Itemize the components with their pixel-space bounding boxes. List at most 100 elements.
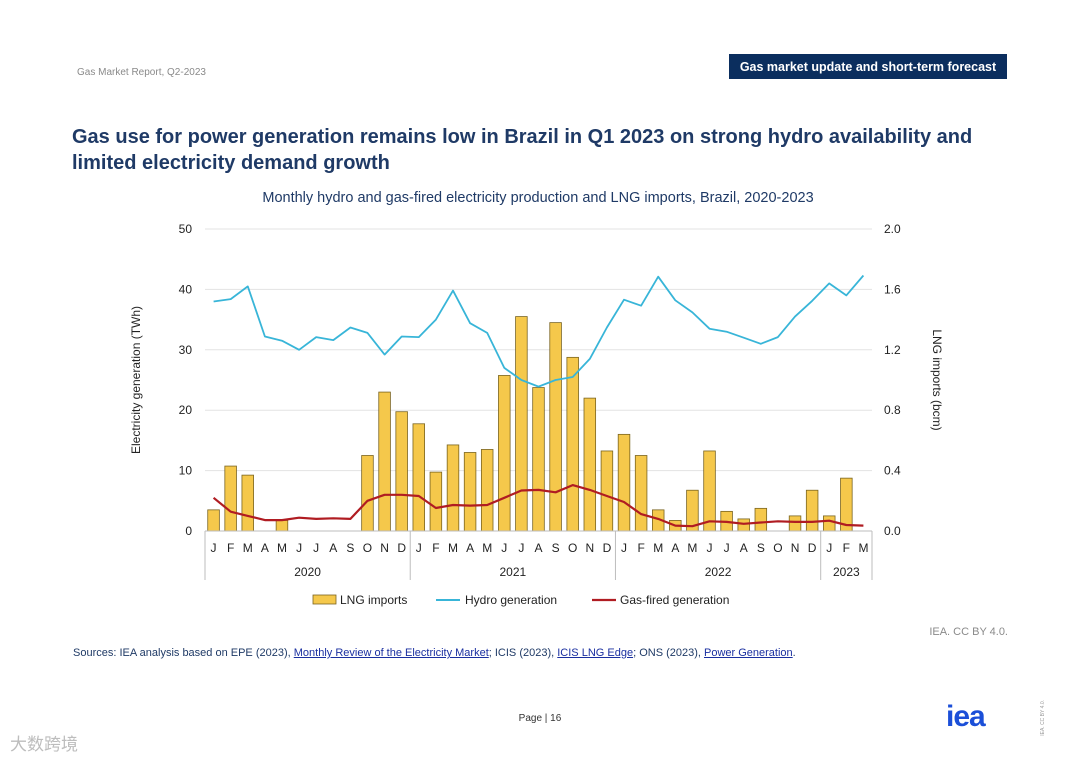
license-vertical: IEA. CC BY 4.0. [1040,700,1046,736]
y2-tick-label: 0.4 [884,464,901,478]
x-tick-label: D [397,541,406,555]
x-tick-label: S [346,541,354,555]
y-tick-label: 50 [179,222,193,236]
y-tick-label: 30 [179,343,193,357]
x-tick-label: M [448,541,458,555]
x-tick-label: N [585,541,594,555]
year-label: 2021 [499,565,526,579]
chart-title: Monthly hydro and gas-fired electricity … [262,190,814,206]
sources-note: Sources: IEA analysis based on EPE (2023… [73,647,796,659]
report-label: Gas Market Report, Q2-2023 [77,67,206,78]
page-number: Page | 16 [518,713,562,724]
x-tick-label: A [261,541,269,555]
x-tick-label: J [518,541,524,555]
legend-label-lng-imports: LNG imports [340,593,407,607]
bar-lng-imports [378,391,391,532]
bar-lng-imports [805,489,819,532]
x-tick-label: A [534,541,542,555]
y2-tick-label: 0.0 [884,524,901,538]
bar-lng-imports [823,515,836,532]
year-label: 2023 [833,565,860,579]
y2-tick-label: 0.8 [884,403,901,417]
x-tick-label: J [313,541,319,555]
line-gas-fired-generation [212,484,864,528]
x-tick-label: M [482,541,492,555]
x-tick-label: M [653,541,663,555]
y2-axis-label: LNG imports (bcm) [930,329,944,430]
x-tick-label: O [568,541,577,555]
bar-lng-imports [737,518,750,532]
iea-logo: iea [946,700,986,733]
source-link-icis-lng-edge[interactable]: ICIS LNG Edge [557,647,634,659]
page-title-line-2: limited electricity demand growth [72,152,390,174]
bar-lng-imports [498,375,511,532]
bar-lng-imports [241,474,254,532]
bar-lng-imports [549,322,562,532]
source-link-electricity-market[interactable]: Monthly Review of the Electricity Market [293,647,489,659]
x-tick-label: A [466,541,474,555]
watermark: 大数跨境 [10,735,78,755]
y2-tick-label: 1.6 [884,282,901,296]
bar-lng-imports [634,455,648,532]
sources-mid-1: ; ICIS (2023), [488,647,558,659]
x-tick-label: M [687,541,697,555]
x-tick-label: M [858,541,868,555]
bar-lng-imports [788,515,802,532]
x-tick-label: D [808,541,817,555]
bar-lng-imports [463,452,477,532]
bar-lng-imports [446,444,460,532]
x-tick-label: A [671,541,679,555]
x-tick-label: A [329,541,337,555]
x-tick-label: J [826,541,832,555]
x-tick-label: J [296,541,302,555]
x-tick-label: S [757,541,765,555]
bar-lng-imports [754,507,768,532]
bar-lng-imports [395,411,408,532]
x-tick-label: M [277,541,287,555]
bar-lng-imports [275,520,289,532]
year-label: 2020 [294,565,321,579]
sources-mid-2: ; ONS (2023), [633,647,704,659]
x-tick-label: D [603,541,612,555]
x-tick-label: N [791,541,800,555]
bar-lng-imports [412,423,425,532]
bar-lng-imports [515,316,528,532]
bar-lng-imports [583,397,597,532]
section-badge: Gas market update and short-term forecas… [729,54,1007,79]
y-axis-label: Electricity generation (TWh) [129,306,143,454]
x-tick-label: J [416,541,422,555]
x-tick-label: S [552,541,560,555]
year-label: 2022 [705,565,732,579]
y2-tick-label: 2.0 [884,222,901,236]
sources-prefix: Sources: IEA analysis based on EPE (2023… [73,647,294,659]
bar-lng-imports [429,471,443,532]
legend-swatch-lng-imports [312,594,337,605]
x-tick-label: J [724,541,730,555]
x-tick-label: O [773,541,782,555]
x-tick-label: A [740,541,748,555]
x-tick-label: F [843,541,850,555]
x-tick-label: J [211,541,217,555]
attribution: IEA. CC BY 4.0. [929,626,1008,638]
x-tick-label: F [637,541,644,555]
source-link-power-generation[interactable]: Power Generation [704,647,793,659]
x-tick-label: O [363,541,372,555]
x-tick-label: M [243,541,253,555]
bar-lng-imports [480,449,494,532]
bar-lng-imports [207,509,220,532]
x-tick-label: J [501,541,507,555]
chart: 0 10 20 30 40 50 0.0 0.4 0.8 1.2 1.6 2.0 Electricity… [129,222,944,607]
bar-lng-imports [532,387,545,532]
x-tick-label: J [621,541,627,555]
y2-tick-label: 1.2 [884,343,901,357]
x-tick-label: J [707,541,713,555]
y-tick-label: 40 [179,282,193,296]
x-tick-label: N [380,541,389,555]
bar-lng-imports [566,356,579,532]
legend-label-gas-fired-generation: Gas-fired generation [620,593,729,607]
sources-suffix: . [792,647,796,659]
y-tick-label: 20 [179,403,193,417]
x-tick-label: F [432,541,439,555]
page-title: Gas use for power generation remains low… [72,124,1022,176]
x-tick-label: F [227,541,234,555]
